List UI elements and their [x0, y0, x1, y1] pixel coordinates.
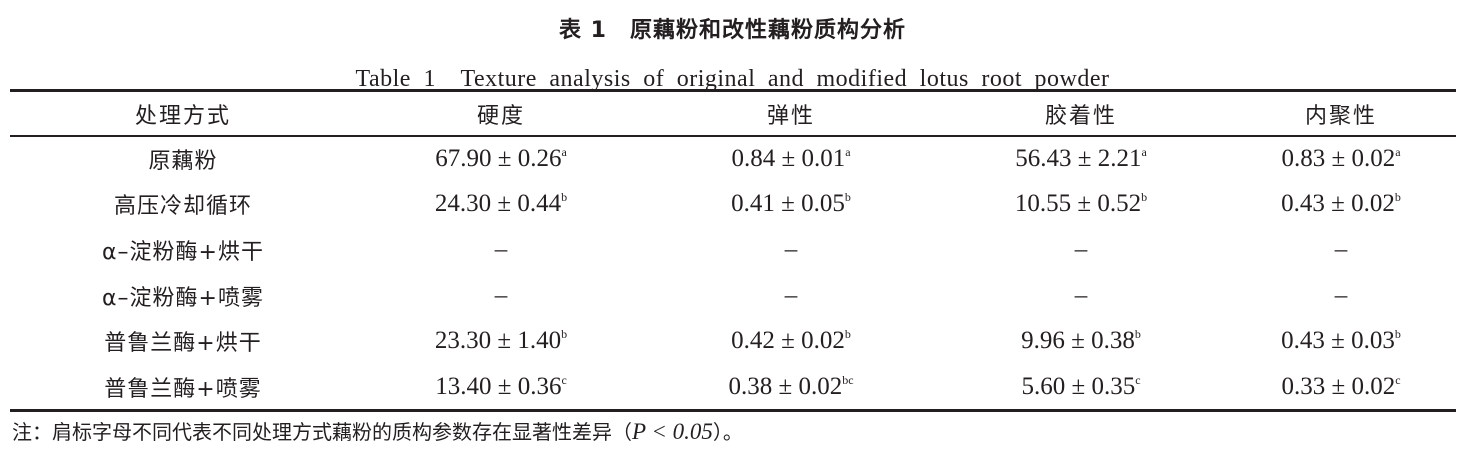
- header-row: 处理方式 硬度 弹性 胶着性 内聚性: [10, 92, 1456, 136]
- significance-letter: c: [1395, 372, 1401, 387]
- value-cell: 24.30 ± 0.44b: [356, 182, 646, 228]
- cell-value: 9.96 ± 0.38: [1021, 327, 1135, 355]
- cell-value: 0.33 ± 0.02: [1281, 372, 1396, 400]
- treatment-name: 高压冷却循环: [113, 194, 252, 220]
- value-cell: 0.38 ± 0.02bc: [646, 364, 936, 410]
- table-row: α–淀粉酶+喷雾 – – – –: [10, 273, 1456, 319]
- cell-value: 24.30 ± 0.44: [434, 190, 562, 218]
- header-rule: [10, 135, 1456, 137]
- significance-letter: a: [845, 144, 851, 159]
- table-row: 原藕粉 67.90 ± 0.26a 0.84 ± 0.01a 56.43 ± 2.21…: [10, 136, 1456, 182]
- value-cell: 56.43 ± 2.21a: [936, 136, 1226, 182]
- cell-value: –: [784, 281, 798, 309]
- significance-letter: c: [1135, 372, 1141, 387]
- significance-letter: b: [561, 190, 568, 205]
- value-cell: –: [646, 227, 936, 273]
- significance-letter: a: [1141, 144, 1147, 159]
- significance-letter: a: [1395, 144, 1401, 159]
- value-cell: 0.83 ± 0.02a: [1226, 136, 1456, 182]
- treatment-name: α–淀粉酶+烘干: [102, 239, 264, 265]
- cell-value: 0.84 ± 0.01: [731, 144, 846, 172]
- significance-letter: b: [1134, 327, 1141, 342]
- value-cell: 0.42 ± 0.02b: [646, 318, 936, 364]
- bottom-rule: [10, 409, 1456, 412]
- value-cell: 9.96 ± 0.38b: [936, 318, 1226, 364]
- significance-letter: b: [844, 327, 851, 342]
- value-cell: –: [646, 273, 936, 319]
- column-header: 硬度: [476, 104, 525, 129]
- value-cell: 0.41 ± 0.05b: [646, 182, 936, 228]
- value-cell: 10.55 ± 0.52b: [936, 182, 1226, 228]
- cell-value: –: [784, 235, 798, 263]
- value-cell: 67.90 ± 0.26a: [356, 136, 646, 182]
- cell-value: 56.43 ± 2.21: [1015, 144, 1142, 172]
- cell-value: 0.83 ± 0.02: [1281, 144, 1396, 172]
- value-cell: 5.60 ± 0.35c: [936, 364, 1226, 410]
- value-cell: 0.33 ± 0.02c: [1226, 364, 1456, 410]
- cell-value: –: [1074, 281, 1088, 309]
- significance-letter: b: [1394, 190, 1401, 205]
- value-cell: 0.84 ± 0.01a: [646, 136, 936, 182]
- treatment-name: 普鲁兰酶+喷雾: [104, 376, 262, 402]
- column-header: 内聚性: [1304, 104, 1377, 129]
- cell-value: 67.90 ± 0.26: [435, 144, 562, 172]
- treatment-name: 原藕粉: [148, 148, 218, 174]
- value-cell: –: [1226, 227, 1456, 273]
- cell-value: 0.43 ± 0.03: [1281, 327, 1395, 355]
- table-title-cn: 表 1 原藕粉和改性藕粉质构分析: [559, 18, 906, 43]
- cell-value: 13.40 ± 0.36: [435, 372, 562, 400]
- table-row: 高压冷却循环 24.30 ± 0.44b 0.41 ± 0.05b 10.55 ± 0…: [10, 182, 1456, 228]
- cell-value: 23.30 ± 1.40: [434, 327, 562, 355]
- cell-value: 10.55 ± 0.52: [1014, 190, 1142, 218]
- value-cell: 13.40 ± 0.36c: [356, 364, 646, 410]
- significance-letter: b: [1141, 190, 1148, 205]
- cell-value: –: [1334, 235, 1348, 263]
- significance-letter: bc: [842, 372, 854, 387]
- cell-value: –: [494, 235, 508, 263]
- value-cell: –: [936, 273, 1226, 319]
- significance-letter: b: [1394, 327, 1401, 342]
- cell-value: 0.41 ± 0.05: [731, 190, 845, 218]
- cell-value: 0.42 ± 0.02: [731, 327, 845, 355]
- value-cell: –: [1226, 273, 1456, 319]
- value-cell: –: [936, 227, 1226, 273]
- table-row: 普鲁兰酶+烘干 23.30 ± 1.40b 0.42 ± 0.02b 9.96 ± 0…: [10, 318, 1456, 364]
- value-cell: –: [356, 273, 646, 319]
- cell-value: –: [494, 281, 508, 309]
- table-note: 注：肩标字母不同代表不同处理方式藕粉的质构参数存在显著性差异（P < 0.05）…: [12, 419, 743, 444]
- column-header: 处理方式: [134, 104, 231, 129]
- table-row: α–淀粉酶+烘干 – – – –: [10, 227, 1456, 273]
- cell-value: –: [1074, 235, 1088, 263]
- significance-letter: c: [561, 372, 567, 387]
- column-header: 胶着性: [1044, 104, 1117, 129]
- value-cell: 23.30 ± 1.40b: [356, 318, 646, 364]
- treatment-name: 普鲁兰酶+烘干: [104, 331, 262, 357]
- significance-letter: b: [844, 190, 851, 205]
- value-cell: 0.43 ± 0.02b: [1226, 182, 1456, 228]
- treatment-name: α–淀粉酶+喷雾: [102, 285, 264, 311]
- top-rule: [10, 89, 1456, 92]
- cell-value: –: [1334, 281, 1348, 309]
- column-header: 弹性: [766, 104, 815, 129]
- significance-letter: b: [561, 327, 568, 342]
- cell-value: 0.43 ± 0.02: [1281, 190, 1395, 218]
- value-cell: –: [356, 227, 646, 273]
- cell-value: 5.60 ± 0.35: [1021, 372, 1136, 400]
- texture-table: 处理方式 硬度 弹性 胶着性 内聚性 原藕粉 67.90 ± 0.26a 0.84 ± 0.…: [10, 92, 1456, 410]
- table-row: 普鲁兰酶+喷雾 13.40 ± 0.36c 0.38 ± 0.02bc 5.60 ± …: [10, 364, 1456, 410]
- cell-value: 0.38 ± 0.02: [728, 372, 843, 400]
- table-title-en: Table 1 Texture analysis of original and…: [355, 66, 1110, 92]
- value-cell: 0.43 ± 0.03b: [1226, 318, 1456, 364]
- significance-letter: a: [561, 144, 567, 159]
